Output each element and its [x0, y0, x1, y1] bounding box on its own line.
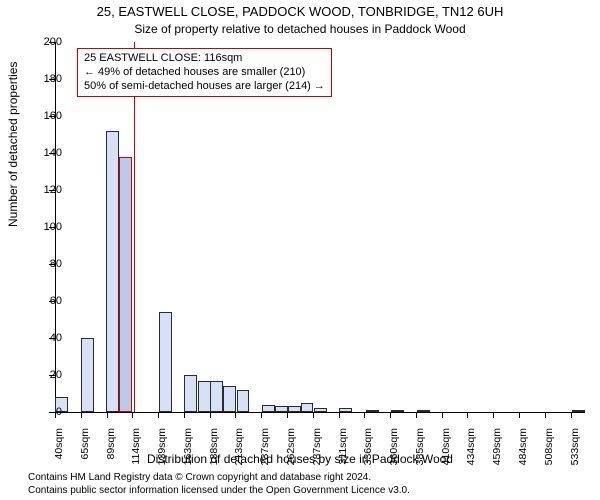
- y-tick-label: 0: [12, 406, 62, 418]
- histogram-bar: [288, 406, 301, 412]
- y-tick-label: 180: [12, 73, 62, 85]
- x-tick: [339, 412, 340, 418]
- y-tick-label: 100: [12, 221, 62, 233]
- histogram-bar: [210, 381, 223, 412]
- x-tick: [81, 412, 82, 418]
- plot-area: 40sqm65sqm89sqm114sqm139sqm163sqm188sqm2…: [55, 42, 585, 412]
- histogram-bar: [366, 410, 379, 412]
- y-tick-label: 40: [12, 332, 62, 344]
- histogram-bar: [106, 131, 119, 412]
- x-tick: [364, 412, 365, 418]
- x-tick: [571, 412, 572, 418]
- credits-text: Contains HM Land Registry data © Crown c…: [28, 472, 410, 497]
- x-axis-line: [55, 412, 585, 413]
- x-tick: [519, 412, 520, 418]
- histogram-bar: [572, 410, 585, 412]
- x-tick: [235, 412, 236, 418]
- x-tick: [493, 412, 494, 418]
- histogram-bar: [81, 338, 94, 412]
- annotation-line3: 50% of semi-detached houses are larger (…: [84, 80, 325, 92]
- histogram-bar: [417, 410, 430, 412]
- credit-line2: Contains public sector information licen…: [28, 485, 410, 496]
- annotation-box: 25 EASTWELL CLOSE: 116sqm ← 49% of detach…: [77, 48, 332, 97]
- y-tick-label: 20: [12, 369, 62, 381]
- x-tick: [261, 412, 262, 418]
- annotation-line2: ← 49% of detached houses are smaller (21…: [84, 66, 305, 78]
- x-tick: [287, 412, 288, 418]
- y-tick-label: 60: [12, 295, 62, 307]
- x-tick: [158, 412, 159, 418]
- chart-subtitle: Size of property relative to detached ho…: [0, 22, 600, 36]
- x-tick: [132, 412, 133, 418]
- x-tick: [416, 412, 417, 418]
- y-axis-label: Number of detached properties: [6, 62, 20, 227]
- y-tick-label: 80: [12, 258, 62, 270]
- histogram-bar: [262, 405, 275, 412]
- histogram-bar: [159, 312, 172, 412]
- histogram-bar: [391, 410, 404, 412]
- x-tick: [442, 412, 443, 418]
- marker-line: [134, 42, 135, 412]
- y-tick-label: 200: [12, 36, 62, 48]
- y-tick-label: 140: [12, 147, 62, 159]
- x-tick: [313, 412, 314, 418]
- histogram-bar: [184, 375, 197, 412]
- x-tick: [184, 412, 185, 418]
- histogram-bar: [198, 381, 211, 412]
- x-tick: [210, 412, 211, 418]
- histogram-bar: [339, 408, 352, 412]
- histogram-bar: [275, 406, 288, 412]
- x-tick: [467, 412, 468, 418]
- annotation-line1: 25 EASTWELL CLOSE: 116sqm: [84, 52, 242, 64]
- histogram-bar: [223, 386, 236, 412]
- chart-figure: 25, EASTWELL CLOSE, PADDOCK WOOD, TONBRI…: [0, 0, 600, 500]
- x-tick: [545, 412, 546, 418]
- x-tick: [107, 412, 108, 418]
- x-axis-label: Distribution of detached houses by size …: [0, 452, 600, 466]
- y-tick-label: 160: [12, 110, 62, 122]
- credit-line1: Contains HM Land Registry data © Crown c…: [28, 472, 371, 483]
- histogram-bar: [301, 403, 314, 412]
- histogram-bar: [314, 408, 327, 412]
- chart-title: 25, EASTWELL CLOSE, PADDOCK WOOD, TONBRI…: [0, 4, 600, 19]
- histogram-bar-highlight: [119, 157, 132, 412]
- x-tick: [390, 412, 391, 418]
- y-tick-label: 120: [12, 184, 62, 196]
- histogram-bar: [237, 390, 250, 412]
